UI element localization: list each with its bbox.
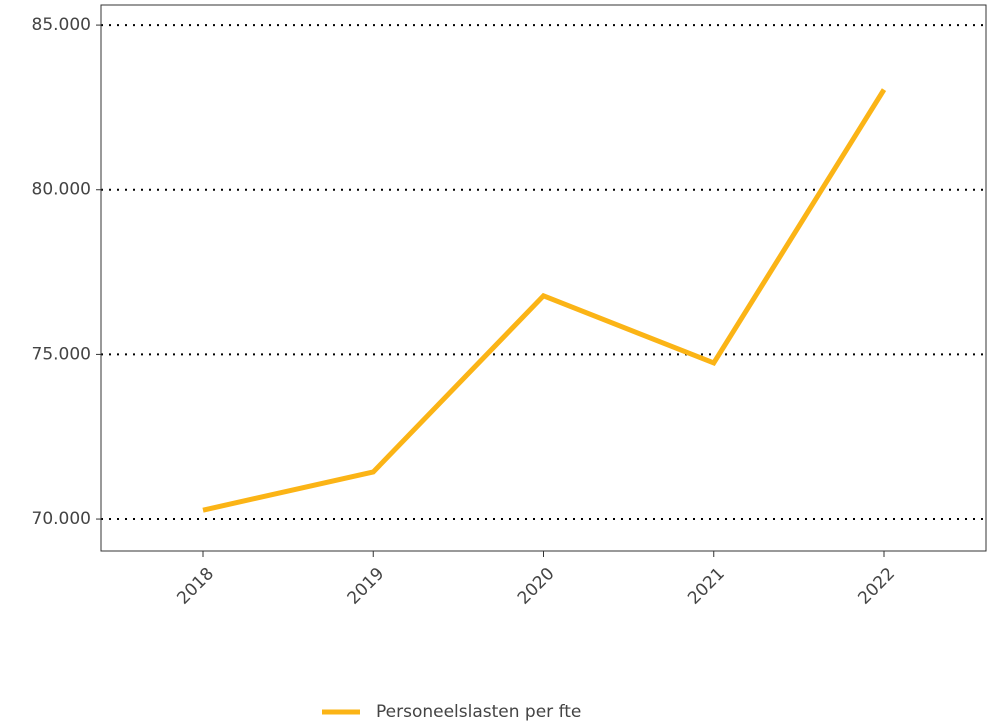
- plot-border: [100, 4, 987, 552]
- x-tick-label: 2019: [344, 564, 389, 609]
- y-tick-label: 70.000: [32, 509, 91, 529]
- y-tick-label: 85.000: [32, 15, 91, 35]
- x-tick-label: 2018: [173, 564, 218, 609]
- legend-label: Personeelslasten per fte: [376, 702, 581, 722]
- x-tick-label: 2020: [514, 564, 559, 609]
- x-tick-label: 2021: [684, 564, 729, 609]
- x-tick-label: 2022: [854, 564, 899, 609]
- y-tick-label: 75.000: [32, 344, 91, 364]
- data-line: [202, 88, 887, 513]
- y-tick-label: 80.000: [32, 180, 91, 200]
